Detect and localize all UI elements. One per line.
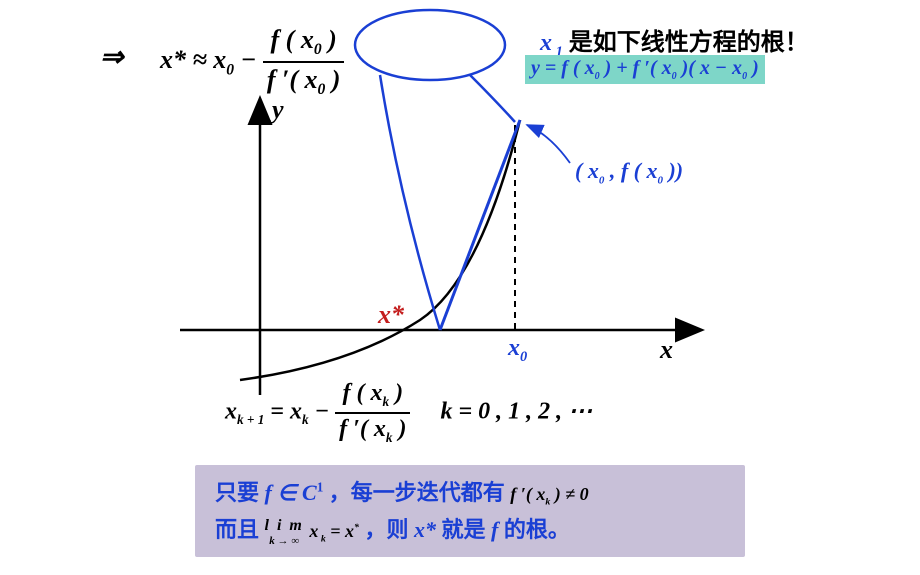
point-x0-fx0-label: ( x0 , f ( x0 )) xyxy=(575,158,683,186)
iteration-formula: xk + 1 = xk − f ( xk ) f ′( xk ) k = 0 ,… xyxy=(225,380,592,446)
x0-axis-label: x0 xyxy=(508,335,527,366)
tangent-line xyxy=(440,120,520,330)
newton-approx-formula: x* ≈ x0 − f ( x0 ) f ′( x0 ) xyxy=(160,25,344,99)
point-label-arrow xyxy=(527,125,570,163)
ellipse-connector-left xyxy=(380,75,440,330)
y-axis-label: y xyxy=(272,95,284,125)
highlight-ellipse xyxy=(355,10,505,80)
implies-arrow: ⇒ xyxy=(100,40,123,74)
x-axis-label: x xyxy=(660,335,673,365)
conclusion-line2: 而且 l i m k → ∞ x k = x* ，则 x* 就是 f 的根。 xyxy=(215,512,725,547)
function-curve xyxy=(240,120,520,380)
ellipse-connector-right xyxy=(470,75,515,122)
tangent-equation: y = f ( x0 ) + f ′( x0 )( x − x0 ) xyxy=(525,55,765,84)
x-star-label: x* xyxy=(378,300,404,330)
conclusion-line1: 只要 f ∈ C1 ，每一步迭代都有 f ′( xk ) ≠ 0 xyxy=(215,475,725,508)
conclusion-box: 只要 f ∈ C1 ，每一步迭代都有 f ′( xk ) ≠ 0 而且 l i … xyxy=(195,465,745,557)
